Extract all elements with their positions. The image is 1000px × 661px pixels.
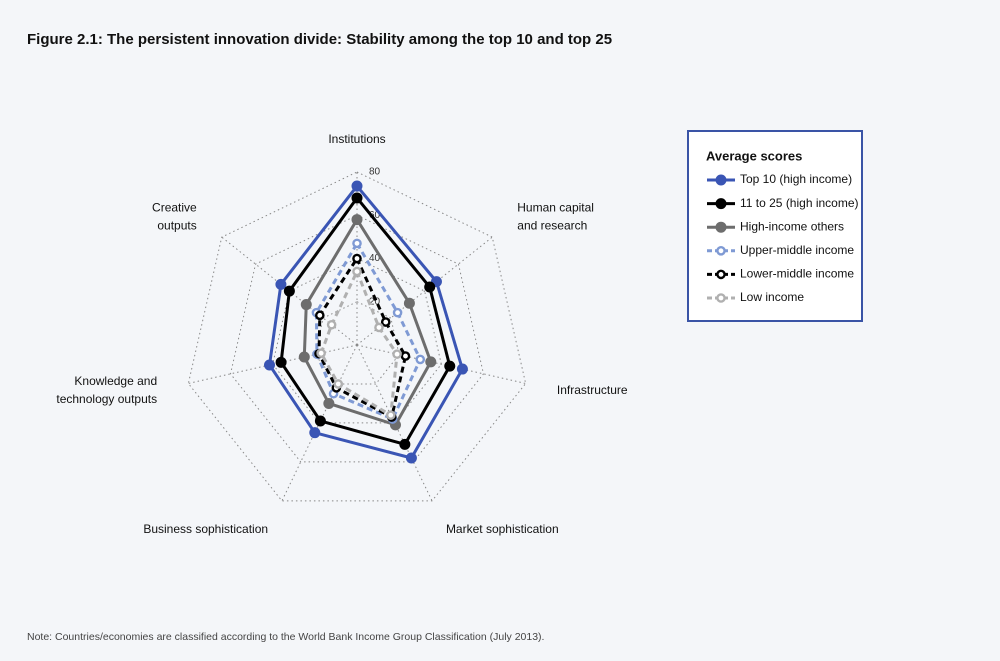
chart-title: Figure 2.1: The persistent innovation di… — [27, 31, 612, 48]
note: Note: Countries/economies are classified… — [27, 631, 544, 643]
series-marker — [316, 348, 326, 358]
series-marker — [283, 285, 295, 297]
axis-label: Business sophistication — [143, 522, 268, 536]
series-marker — [392, 307, 403, 318]
series-marker — [392, 349, 402, 359]
r-tick-label: 60 — [369, 210, 381, 221]
grid-ring — [314, 301, 400, 385]
legend-label: 11 to 25 (high income) — [740, 196, 859, 210]
legend-label: High-income others — [740, 219, 844, 233]
r-tick-label: 40 — [369, 253, 381, 264]
axis-label: Institutions — [328, 132, 385, 146]
series-marker — [385, 410, 396, 420]
series-line — [279, 196, 452, 446]
axis-label: Market sophistication — [446, 522, 559, 536]
series-marker — [323, 397, 335, 409]
series-line — [302, 218, 433, 427]
series-marker — [351, 192, 363, 204]
series-marker — [425, 356, 437, 368]
r-tick-label: 80 — [369, 167, 381, 178]
series-marker — [400, 351, 411, 361]
series-line — [319, 269, 399, 417]
legend-marker — [715, 198, 727, 210]
r-tick-label: 20 — [369, 296, 381, 307]
series-marker — [315, 310, 325, 321]
series-marker — [444, 360, 456, 372]
series-marker — [351, 214, 363, 226]
series-marker — [275, 356, 287, 368]
series-line — [314, 241, 422, 421]
axis-label: technology outputs — [56, 392, 157, 406]
legend-label: Lower-middle income — [740, 267, 854, 281]
axis-label: Knowledge and — [74, 374, 157, 388]
series-marker — [403, 297, 415, 309]
series-marker — [309, 427, 321, 439]
axis-label: Human capital — [517, 200, 594, 214]
legend-label: Top 10 (high income) — [740, 172, 852, 186]
spoke — [356, 236, 493, 346]
legend-marker — [715, 221, 727, 233]
legend-title: Average scores — [706, 148, 802, 163]
legend-marker — [715, 174, 727, 186]
series-marker — [399, 438, 411, 450]
axis-label: outputs — [157, 218, 196, 232]
legend-marker — [716, 245, 726, 256]
series-marker — [326, 319, 337, 330]
axis-label: Creative — [152, 200, 197, 214]
legend-marker — [716, 269, 726, 280]
legend-label: Low income — [740, 290, 804, 304]
series-marker — [300, 299, 312, 311]
spoke — [356, 344, 526, 384]
series-marker — [298, 351, 310, 363]
axis-label: and research — [517, 218, 587, 232]
series-marker — [264, 359, 276, 371]
series-marker — [456, 363, 468, 375]
grid-ring — [229, 214, 485, 463]
series-marker — [415, 354, 426, 365]
series-line — [317, 257, 407, 419]
legend-marker — [716, 293, 726, 303]
series-marker — [352, 266, 362, 277]
series-marker — [275, 278, 287, 290]
series-marker — [351, 180, 363, 192]
series-marker — [352, 238, 362, 249]
series-marker — [352, 253, 362, 264]
legend-label: Upper-middle income — [740, 243, 854, 257]
series-marker — [405, 452, 417, 464]
series-line — [268, 184, 464, 460]
series-marker — [380, 317, 391, 327]
series-marker — [333, 379, 344, 389]
axis-label: Infrastructure — [557, 383, 628, 397]
series-marker — [424, 281, 436, 293]
series-marker — [314, 415, 326, 427]
series-marker — [374, 322, 384, 333]
